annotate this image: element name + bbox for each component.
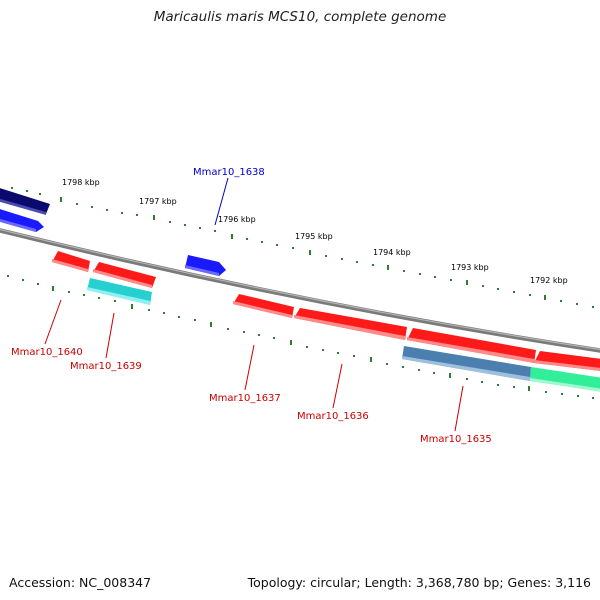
gene-mmar10-1637[interactable] [233, 294, 294, 318]
genome-backbone [0, 228, 600, 353]
inner-tick-row [7, 275, 594, 399]
gene-mmar10-1640[interactable] [52, 251, 90, 272]
scale-labels: 1798 kbp 1797 kbp 1796 kbp 1795 kbp 1794… [62, 178, 568, 285]
gene-right-red[interactable] [534, 351, 600, 372]
gene-mmar10-1639-cyan[interactable] [87, 278, 152, 305]
gene-mmar10-1639[interactable] [93, 262, 156, 288]
genome-stats-text: Topology: circular; Length: 3,368,780 bp… [247, 575, 591, 590]
gene-left-navy[interactable] [0, 185, 50, 215]
scale-label: 1795 kbp [295, 232, 333, 241]
map-title: Maricaulis maris MCS10, complete genome [153, 9, 447, 25]
gene-label-1639: Mmar10_1639 [70, 361, 142, 372]
gene-label-1638: Mmar10_1638 [193, 167, 265, 178]
gene-mmar10-1635-steel[interactable] [402, 346, 531, 381]
gene-label-1636: Mmar10_1636 [297, 411, 369, 422]
scale-label: 1793 kbp [451, 263, 489, 272]
gene-left-blue[interactable] [0, 206, 44, 232]
scale-label: 1796 kbp [218, 215, 256, 224]
scale-label: 1794 kbp [373, 248, 411, 257]
scale-label: 1792 kbp [530, 276, 568, 285]
outer-tick-row [11, 187, 594, 308]
leader-lines [44, 177, 464, 432]
gene-mmar10-1635[interactable] [407, 328, 536, 363]
gene-mmar10-1638[interactable] [185, 255, 226, 276]
gene-label-1635: Mmar10_1635 [420, 434, 492, 445]
scale-label: 1797 kbp [139, 197, 177, 206]
gene-mmar10-1636[interactable] [294, 308, 407, 340]
accession-text: Accession: NC_008347 [9, 575, 152, 590]
gene-label-1637: Mmar10_1637 [209, 393, 281, 404]
gene-label-1640: Mmar10_1640 [11, 347, 83, 358]
scale-label: 1798 kbp [62, 178, 100, 187]
gene-right-green[interactable] [530, 367, 600, 393]
